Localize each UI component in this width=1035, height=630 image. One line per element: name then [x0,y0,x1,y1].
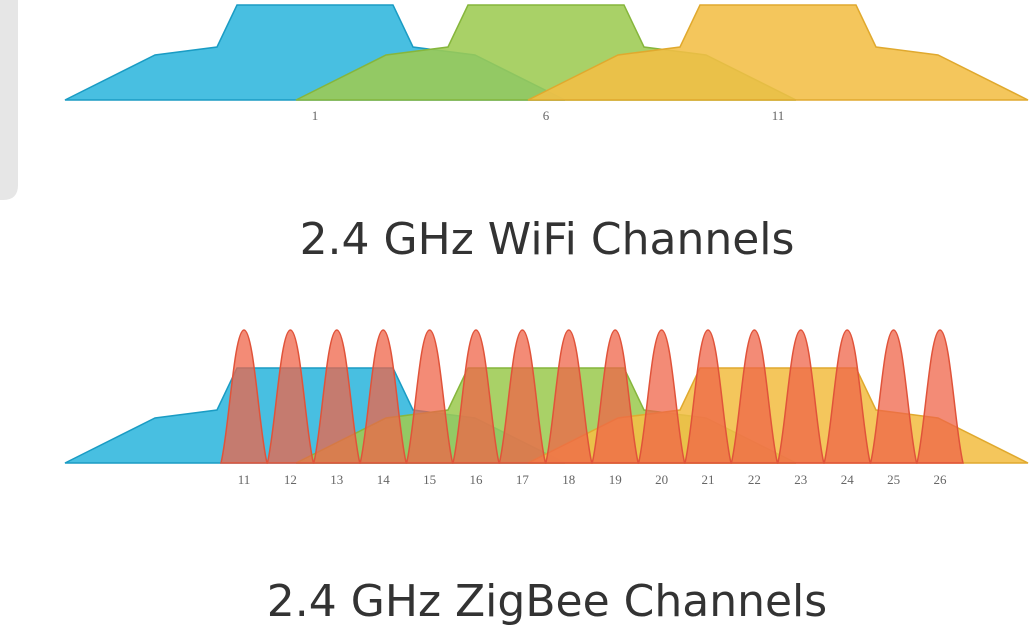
zigbee-channel-peak [591,329,640,464]
zigbee-channel-label: 15 [423,472,436,487]
zigbee-channel-label: 11 [238,472,251,487]
zigbee-channel-label: 25 [887,472,900,487]
zigbee-channel-label: 23 [794,472,807,487]
zigbee-channel-peak [544,329,593,464]
wifi-channel-label: 6 [543,108,550,123]
zigbee-diagram: 11 12 13 14 15 16 17 18 19 20 21 22 23 24 25 26 [64,329,1029,487]
zigbee-channel-peak [684,329,732,464]
zigbee-channel-peak [266,329,315,464]
zigbee-channel-peak [776,329,825,464]
zigbee-channel-label: 24 [841,472,855,487]
wifi-diagram: 1 6 11 [64,4,1029,123]
zigbee-channel-label: 16 [470,472,484,487]
zigbee-channel-peak [452,329,500,464]
zigbee-channel-label: 14 [377,472,391,487]
zigbee-channel-label: 18 [562,472,575,487]
zigbee-channel-peak [405,329,454,464]
zigbee-channel-peak [312,329,361,464]
zigbee-channel-label: 22 [748,472,761,487]
zigbee-channel-label: 19 [609,472,622,487]
zigbee-channel-label: 13 [330,472,343,487]
zigbee-channel-peak [730,329,779,464]
zigbee-channel-peak [637,329,686,464]
zigbee-channel-label: 21 [702,472,715,487]
zigbee-channel-peak [359,329,408,464]
zigbee-channel-label: 20 [655,472,668,487]
zigbee-channel-peak [823,329,872,464]
wifi-channel-label: 1 [312,108,319,123]
zigbee-channel-peak [869,329,918,464]
side-panel [0,0,18,200]
zigbee-channel-label: 17 [516,472,530,487]
zigbee-channel-peak [220,329,268,464]
wifi-channel-label: 11 [772,108,785,123]
zigbee-caption: 2.4 GHz ZigBee Channels [267,576,827,627]
zigbee-channel-label: 26 [934,472,948,487]
zigbee-channel-label: 12 [284,472,297,487]
wifi-caption: 2.4 GHz WiFi Channels [300,214,795,265]
zigbee-channel-peak [916,329,964,464]
wifi-channel-shape [527,4,1029,101]
zigbee-channel-peak [498,329,547,464]
